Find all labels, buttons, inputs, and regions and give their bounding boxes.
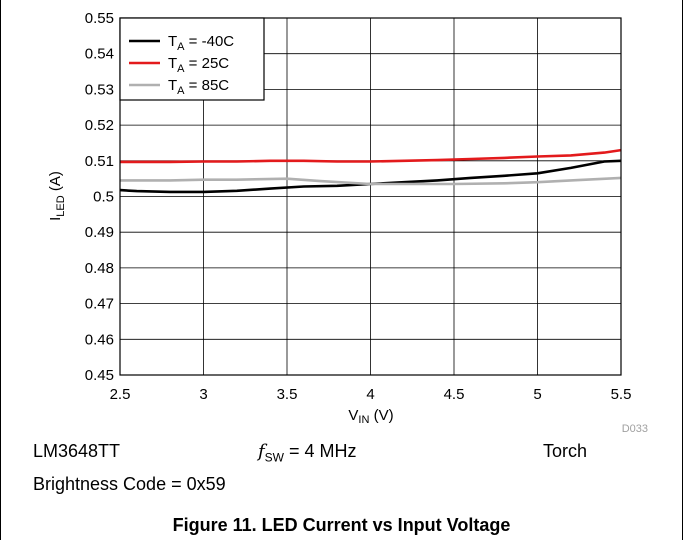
series-line xyxy=(120,148,622,164)
y-axis-label-sub: LED xyxy=(55,195,67,216)
x-tick-label: 4 xyxy=(366,386,374,403)
x-tick-label: 3 xyxy=(199,386,207,403)
y-tick-label: 0.46 xyxy=(85,331,114,348)
legend-entry-sub: A xyxy=(177,41,185,53)
y-tick-label: 0.53 xyxy=(85,81,114,98)
x-axis-label-unit: (V) xyxy=(369,407,393,424)
y-tick-label: 0.48 xyxy=(85,260,114,277)
device-label: LM3648TT xyxy=(33,441,121,461)
y-axis-label-main: I xyxy=(47,217,64,221)
x-tick-label: 2.5 xyxy=(110,386,131,403)
x-axis-label-main: V xyxy=(348,407,358,424)
y-tick-label: 0.52 xyxy=(85,117,114,134)
legend-entry-main: T xyxy=(168,55,177,72)
legend-entry-main: T xyxy=(168,33,177,50)
y-tick-label: 0.55 xyxy=(85,10,114,27)
y-axis-label-unit: (A) xyxy=(47,171,64,195)
figure-id: D033 xyxy=(622,423,648,435)
legend-entry-sub: A xyxy=(177,63,185,75)
legend-entry-rest: = -40C xyxy=(185,33,235,50)
legend-entry-rest: = 25C xyxy=(185,55,230,72)
y-tick-label: 0.51 xyxy=(85,153,114,170)
legend-entry: TA = 85C xyxy=(168,77,229,97)
fsw-sub: SW xyxy=(264,450,285,465)
y-tick-label: 0.47 xyxy=(85,296,114,313)
x-tick-labels: 2.5 3 3.5 4 4.5 5 5.5 xyxy=(110,386,632,403)
x-axis-label-sub: IN xyxy=(358,414,369,426)
mode-label: Torch xyxy=(543,441,588,461)
y-tick-label: 0.45 xyxy=(85,367,114,384)
plot-border xyxy=(119,17,622,376)
x-tick-label: 5 xyxy=(533,386,541,403)
figure-caption: Figure 11. LED Current vs Input Voltage xyxy=(172,515,511,535)
fsw-symbol: f xyxy=(258,441,265,462)
legend-entry-rest: = 85C xyxy=(185,77,230,94)
x-tick-label: 3.5 xyxy=(277,386,298,403)
legend-entry-sub: A xyxy=(177,85,185,97)
series-line xyxy=(120,176,622,186)
fsw-value: = 4 MHz xyxy=(284,441,357,461)
series-lines xyxy=(119,148,622,194)
led-current-chart: 0.45 0.46 0.47 0.48 0.49 0.5 0.51 0.52 0.53 0.54 0… xyxy=(47,10,648,435)
y-tick-label: 0.49 xyxy=(85,224,114,241)
x-axis-label: VIN (V) xyxy=(348,407,393,426)
x-tick-label: 5.5 xyxy=(611,386,632,403)
legend-entry: TA = -40C xyxy=(168,33,234,53)
y-tick-labels: 0.45 0.46 0.47 0.48 0.49 0.5 0.51 0.52 0.53 0.54 0… xyxy=(85,10,114,384)
legend-entry: TA = 25C xyxy=(168,55,229,75)
y-tick-label: 0.54 xyxy=(85,46,114,63)
x-tick-label: 4.5 xyxy=(444,386,465,403)
switching-frequency-label: fSW = 4 MHz xyxy=(258,441,357,465)
y-axis-label: ILED (A) xyxy=(47,171,67,221)
brightness-code-label: Brightness Code = 0x59 xyxy=(33,474,226,494)
y-tick-label: 0.5 xyxy=(93,189,114,206)
legend-entry-main: T xyxy=(168,77,177,94)
legend-box xyxy=(119,17,265,101)
